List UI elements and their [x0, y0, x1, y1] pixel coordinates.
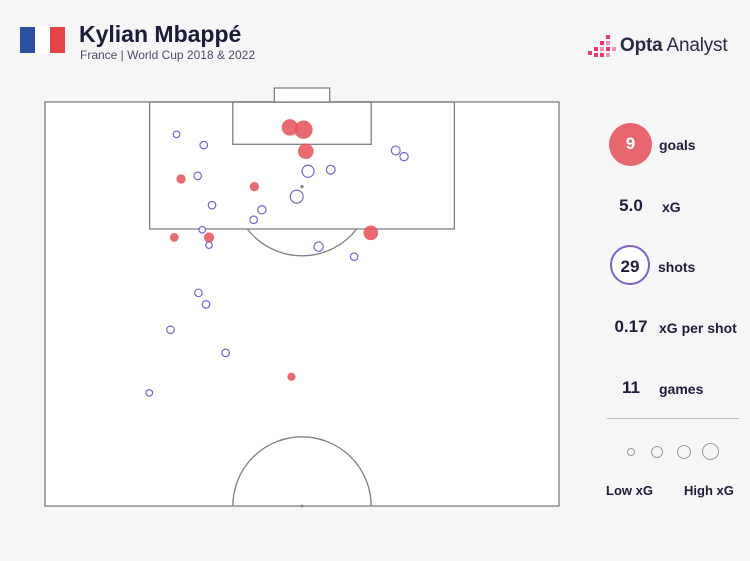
- shot-point: [198, 225, 207, 234]
- xg-label: xG: [662, 199, 681, 215]
- goal: [273, 87, 331, 103]
- shot-point: [166, 325, 175, 335]
- pitch-outline: [44, 101, 560, 507]
- shot-point: [399, 151, 409, 162]
- shots-label: shots: [658, 259, 696, 275]
- goal-shot-point: [169, 233, 179, 242]
- games-label: games: [659, 381, 704, 397]
- legend-xg-size-3: [677, 445, 691, 459]
- goal-shot-point: [297, 143, 314, 160]
- flag-white: [35, 27, 50, 53]
- legend-xg-size-1: [627, 448, 635, 456]
- legend-low-label: Low xG: [606, 483, 653, 498]
- goal-shot-point: [287, 372, 296, 381]
- shot-point: [301, 164, 315, 178]
- shot-point: [199, 140, 209, 150]
- brand-text: Opta Analyst: [620, 35, 728, 57]
- shot-point: [201, 300, 211, 309]
- legend-high-label: High xG: [684, 483, 734, 498]
- shot-point: [257, 205, 267, 215]
- xg-per-shot-label: xG per shot: [659, 320, 737, 336]
- goal-shot-point: [249, 181, 260, 192]
- legend-xg-size-4: [702, 443, 719, 460]
- legend-divider: [607, 418, 739, 419]
- centre-circle: [232, 436, 372, 507]
- shot-point: [349, 252, 359, 262]
- shot-point: [205, 241, 213, 250]
- shot-point: [207, 200, 217, 210]
- centre-spot: [300, 504, 304, 508]
- goal-shot-point: [203, 232, 215, 243]
- opta-logo-icon: [588, 35, 616, 57]
- shot-point: [325, 164, 336, 175]
- shot-point: [172, 130, 181, 139]
- goal-shot-point: [281, 119, 299, 136]
- shot-point: [249, 215, 258, 225]
- shots-layer: [145, 119, 409, 397]
- brand-rest: Analyst: [662, 35, 728, 56]
- france-flag: [20, 27, 65, 53]
- subtitle: France | World Cup 2018 & 2022: [80, 48, 255, 62]
- shot-point: [193, 171, 203, 181]
- shot-point: [313, 241, 324, 252]
- penalty-spot: [300, 185, 304, 189]
- flag-blue: [20, 27, 35, 53]
- shots-value: 29: [620, 257, 640, 276]
- legend-xg-size-2: [651, 446, 663, 458]
- goal-shot-point: [294, 120, 313, 139]
- goal-shot-point: [363, 225, 379, 241]
- penalty-arc: [246, 228, 358, 257]
- goals-label: goals: [659, 137, 696, 153]
- shot-point: [221, 348, 231, 358]
- xg-per-shot-value: 0.17: [614, 317, 648, 336]
- flag-red: [50, 27, 65, 53]
- shots-circle: [610, 245, 650, 285]
- xg-value: 5.0: [619, 196, 643, 215]
- player-name: Kylian Mbappé: [79, 21, 242, 47]
- goals-value: 9: [625, 134, 636, 153]
- shot-point: [145, 388, 154, 397]
- opta-analyst-logo: Opta Analyst: [588, 33, 728, 59]
- shot-point: [289, 189, 304, 204]
- games-value: 11: [622, 378, 640, 397]
- brand-bold: Opta: [620, 35, 663, 56]
- goal-shot-point: [176, 174, 186, 184]
- shot-point: [194, 288, 203, 298]
- shot-point: [390, 145, 401, 156]
- goals-circle: [609, 123, 652, 166]
